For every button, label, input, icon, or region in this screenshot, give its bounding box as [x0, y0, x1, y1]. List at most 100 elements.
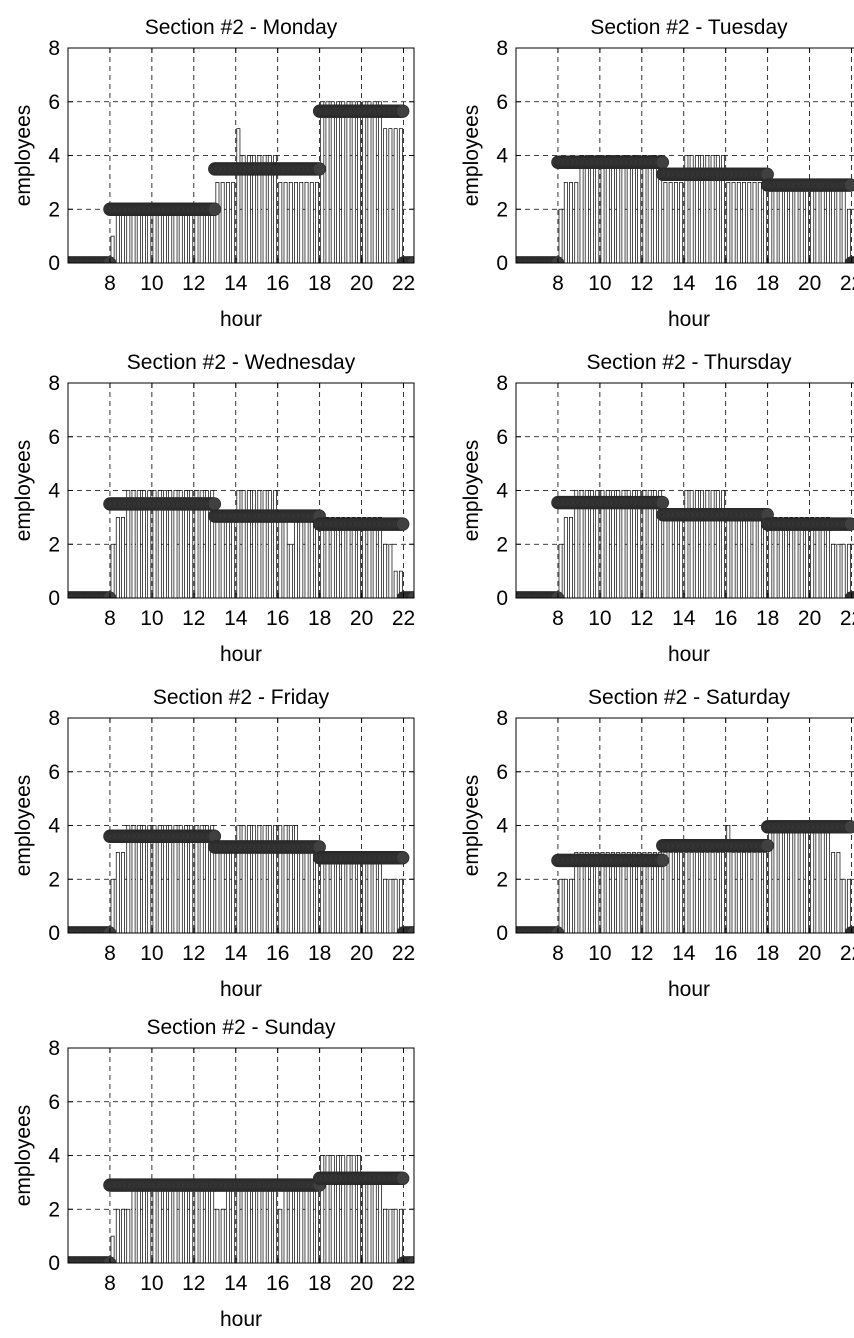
bar: [241, 825, 246, 933]
bar: [210, 490, 215, 598]
bar: [210, 825, 215, 933]
bar: [131, 490, 136, 598]
bar: [742, 182, 746, 263]
grid: [68, 1048, 414, 1263]
bar: [320, 101, 325, 263]
bar: [121, 208, 125, 263]
bar: [378, 852, 382, 933]
bar: [815, 182, 820, 263]
x-tick-label: 10: [140, 272, 163, 295]
bar: [336, 1155, 340, 1263]
bar: [309, 517, 314, 598]
bar: [257, 825, 262, 933]
y-axis-label: employees: [460, 440, 483, 542]
bar: [173, 490, 178, 598]
dot-marker: [312, 162, 326, 176]
ticks: 8 10 12 14 16 18 20 22 0 2 4 6 8: [496, 707, 854, 965]
bar: [325, 517, 330, 598]
bar: [205, 208, 209, 263]
bar: [194, 490, 199, 598]
bar: [142, 1182, 146, 1263]
x-tick-label: 14: [224, 607, 248, 630]
bar: [115, 517, 120, 598]
bar: [742, 517, 746, 598]
bar: [225, 182, 230, 263]
bar: [558, 208, 563, 263]
x-tick-label: 22: [392, 607, 415, 630]
bar: [330, 101, 335, 263]
bar: [731, 852, 736, 933]
bar: [220, 182, 225, 263]
bar: [836, 543, 841, 598]
bar: [810, 182, 815, 263]
bar: [826, 825, 830, 933]
bar: [121, 852, 125, 933]
y-tick-label: 0: [496, 922, 508, 945]
bar: [673, 852, 678, 933]
x-tick-label: 20: [798, 272, 821, 295]
bar: [184, 208, 188, 263]
bar: [152, 490, 157, 598]
y-tick-label: 6: [48, 1091, 60, 1114]
x-tick-label: 18: [308, 942, 331, 965]
bar: [357, 101, 361, 263]
bar: [590, 490, 594, 598]
bar: [846, 878, 851, 933]
bar: [747, 852, 752, 933]
bar: [325, 852, 330, 933]
bar: [715, 852, 720, 933]
bar: [393, 1208, 398, 1263]
bar: [679, 852, 684, 933]
bar: [621, 155, 626, 263]
y-axis-label: employees: [12, 1105, 35, 1207]
y-tick-label: 2: [496, 533, 508, 556]
x-axis-label: hour: [220, 308, 262, 331]
dot-series-1: [68, 497, 414, 598]
bar: [605, 490, 610, 598]
bar: [805, 182, 809, 263]
grid: [68, 718, 414, 933]
dot-series-1: [516, 820, 854, 933]
dot-marker: [843, 820, 854, 834]
x-tick-label: 12: [630, 272, 653, 295]
bar: [383, 128, 388, 263]
y-axis-label: employees: [12, 775, 35, 877]
bar: [794, 517, 799, 598]
x-tick-label: 18: [756, 607, 779, 630]
bar: [820, 517, 825, 598]
bars: [110, 490, 403, 598]
bar: [126, 208, 131, 263]
bar: [626, 852, 631, 933]
bar: [163, 490, 167, 598]
bar: [362, 517, 367, 598]
bar: [805, 825, 809, 933]
x-tick-label: 22: [840, 942, 854, 965]
bar: [647, 490, 652, 598]
y-tick-label: 8: [496, 707, 508, 730]
bar: [341, 1155, 346, 1263]
bar: [632, 852, 636, 933]
bar: [147, 490, 152, 598]
bar: [252, 825, 257, 933]
bar: [194, 825, 199, 933]
chart-panel-3: 8 10 12 14 16 18 20 22 0 2 4 6 8 Section #2 - Wednesd…: [12, 351, 415, 666]
bar: [773, 517, 778, 598]
bar: [569, 517, 573, 598]
bar: [346, 1155, 351, 1263]
bars: [110, 1155, 403, 1263]
bar: [357, 517, 361, 598]
bar: [168, 490, 173, 598]
x-tick-label: 8: [552, 272, 564, 295]
bar: [621, 490, 626, 598]
chart-title: Section #2 - Tuesday: [590, 16, 788, 39]
bar: [600, 852, 605, 933]
bar: [294, 517, 298, 598]
bar: [694, 490, 699, 598]
bar: [215, 852, 220, 933]
bar: [309, 182, 314, 263]
bar: [136, 208, 141, 263]
bar: [142, 825, 146, 933]
bar: [168, 825, 173, 933]
bar: [590, 155, 594, 263]
bar: [773, 182, 778, 263]
